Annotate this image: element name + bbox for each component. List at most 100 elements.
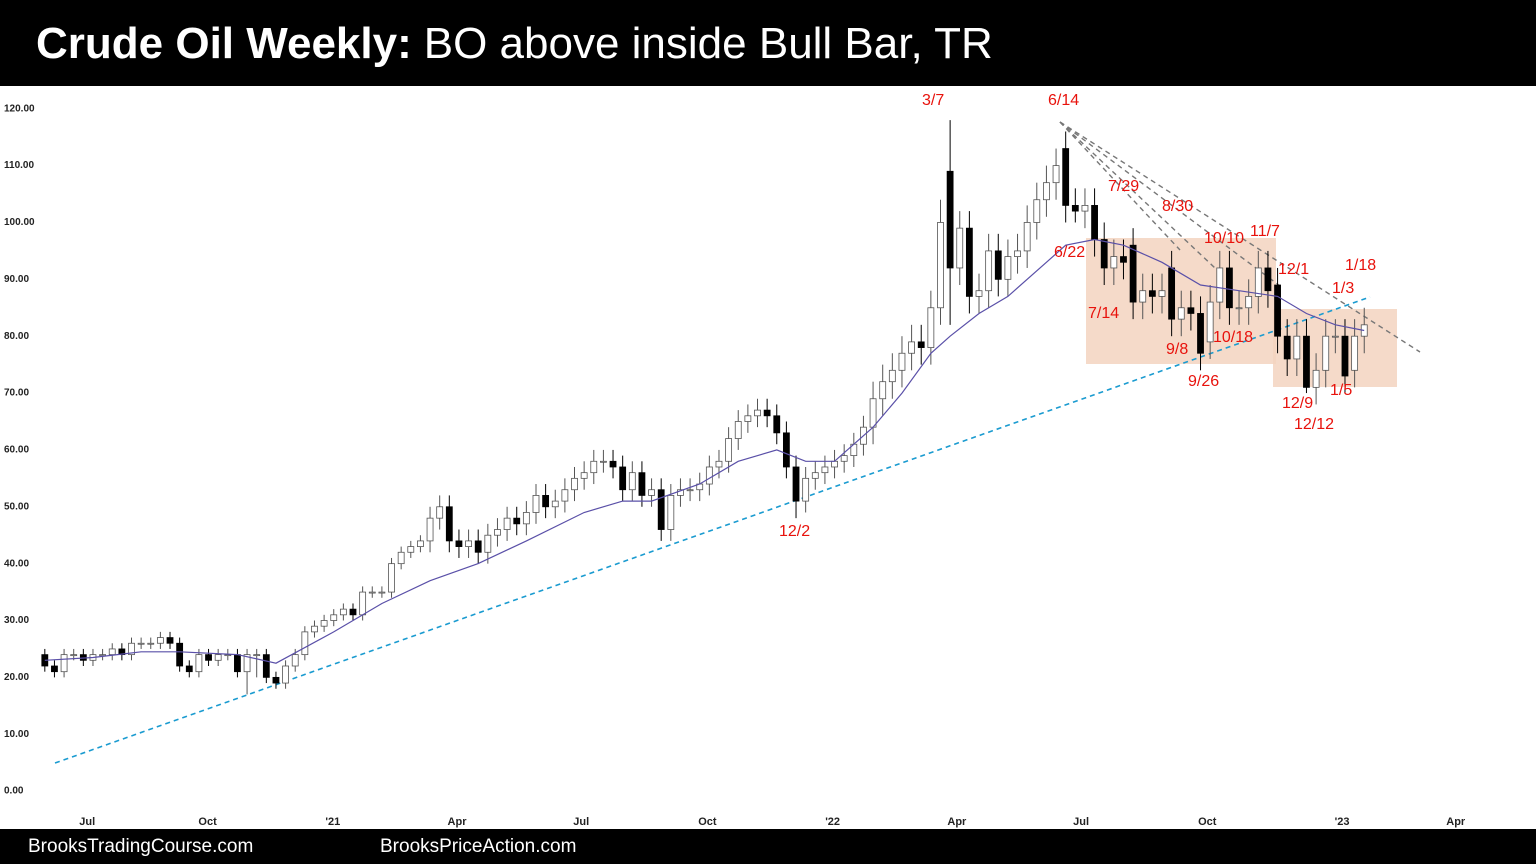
- x-tick-label: Jul: [1073, 816, 1089, 828]
- candle-body: [1177, 307, 1185, 320]
- candle-body: [686, 489, 694, 492]
- y-tick-label: 30.00: [4, 615, 29, 626]
- candle-body: [638, 472, 646, 496]
- candle-body: [185, 665, 193, 673]
- candle-body: [1216, 267, 1224, 303]
- candle-body: [378, 591, 386, 594]
- candle-body: [773, 415, 781, 434]
- candles: [41, 120, 1368, 695]
- candle-body: [205, 654, 212, 661]
- candle-body: [291, 654, 299, 667]
- candle-body: [1303, 335, 1310, 388]
- candle-body: [561, 489, 569, 502]
- annotation: 1/3: [1332, 280, 1354, 297]
- candle-body: [946, 170, 954, 269]
- candle-body: [1158, 290, 1166, 297]
- candle-body: [455, 540, 463, 547]
- candle-body: [1312, 369, 1320, 388]
- candle-body: [436, 506, 444, 519]
- candle-body: [888, 369, 896, 383]
- candle-body: [60, 654, 68, 673]
- footer-band: [0, 829, 1536, 864]
- candle-body: [551, 500, 559, 508]
- y-tick-label: 80.00: [4, 331, 29, 342]
- candle-body: [156, 637, 164, 644]
- candle-body: [1245, 295, 1253, 309]
- y-tick-label: 120.00: [4, 103, 35, 114]
- candle-body: [388, 563, 395, 593]
- annotation: 3/7: [922, 92, 944, 109]
- candle-body: [1341, 335, 1349, 377]
- candle-body: [272, 676, 280, 684]
- candle-body: [763, 409, 771, 417]
- candle-body: [1052, 165, 1060, 184]
- y-tick-label: 0.00: [4, 786, 24, 797]
- candle-body: [1235, 307, 1243, 310]
- candle-body: [677, 489, 684, 496]
- x-tick-label: Jul: [79, 816, 95, 828]
- candle-body: [994, 250, 1002, 280]
- candle-body: [619, 466, 627, 491]
- annotation: 12/12: [1294, 416, 1334, 433]
- y-tick-label: 100.00: [4, 217, 35, 228]
- candle-body: [831, 460, 838, 468]
- candle-body: [465, 540, 472, 547]
- candle-body: [137, 642, 145, 645]
- candle-body: [214, 654, 222, 661]
- candle-body: [1071, 205, 1079, 212]
- annotation: 12/2: [779, 523, 810, 540]
- candle-body: [609, 460, 617, 468]
- candle-body: [532, 495, 540, 513]
- candle-body: [262, 654, 270, 678]
- candle-body: [128, 642, 135, 656]
- candle-body: [1023, 222, 1031, 252]
- candle-body: [474, 540, 482, 553]
- candle-body: [330, 614, 338, 621]
- candle-body: [1254, 267, 1262, 297]
- x-tick-label: Oct: [198, 816, 217, 828]
- x-tick-label: '21: [325, 816, 340, 828]
- y-tick-label: 90.00: [4, 274, 29, 285]
- candle-body: [311, 625, 318, 633]
- candle-body: [600, 460, 607, 463]
- candle-body: [917, 341, 925, 348]
- annotation: 1/5: [1330, 382, 1352, 399]
- candle-body: [147, 642, 155, 645]
- candle-body: [879, 381, 887, 400]
- candle-body: [667, 495, 675, 530]
- candle-body: [975, 290, 983, 297]
- y-tick-label: 10.00: [4, 729, 29, 740]
- candle-body: [282, 665, 289, 684]
- annotation: 9/26: [1188, 373, 1219, 390]
- candle-body: [70, 654, 78, 657]
- candle-body: [349, 608, 357, 616]
- x-tick-label: Jul: [573, 816, 589, 828]
- candle-body: [821, 466, 829, 474]
- candle-body: [426, 517, 434, 542]
- candle-body: [744, 415, 752, 422]
- candle-body: [1264, 267, 1272, 292]
- x-tick-label: '23: [1335, 816, 1350, 828]
- candle-body: [792, 466, 800, 502]
- candle-body: [503, 517, 511, 530]
- x-tick-label: Oct: [698, 816, 717, 828]
- candle-body: [1091, 205, 1098, 240]
- candle-body: [166, 637, 174, 644]
- candle-body: [368, 591, 376, 594]
- title-rest: BO above inside Bull Bar, TR: [424, 19, 993, 68]
- title-bold: Crude Oil Weekly:: [36, 19, 412, 68]
- candle-body: [1081, 205, 1089, 212]
- candle-body: [908, 341, 915, 354]
- candle-body: [590, 460, 598, 474]
- candle-body: [397, 551, 405, 565]
- candle-body: [484, 534, 492, 553]
- candle-body: [253, 654, 261, 657]
- candle-body: [320, 620, 328, 627]
- candle-body: [1293, 335, 1301, 360]
- candle-body: [1283, 335, 1291, 360]
- x-tick-label: '22: [825, 816, 840, 828]
- candle-body: [657, 489, 665, 530]
- candle-body: [628, 472, 636, 491]
